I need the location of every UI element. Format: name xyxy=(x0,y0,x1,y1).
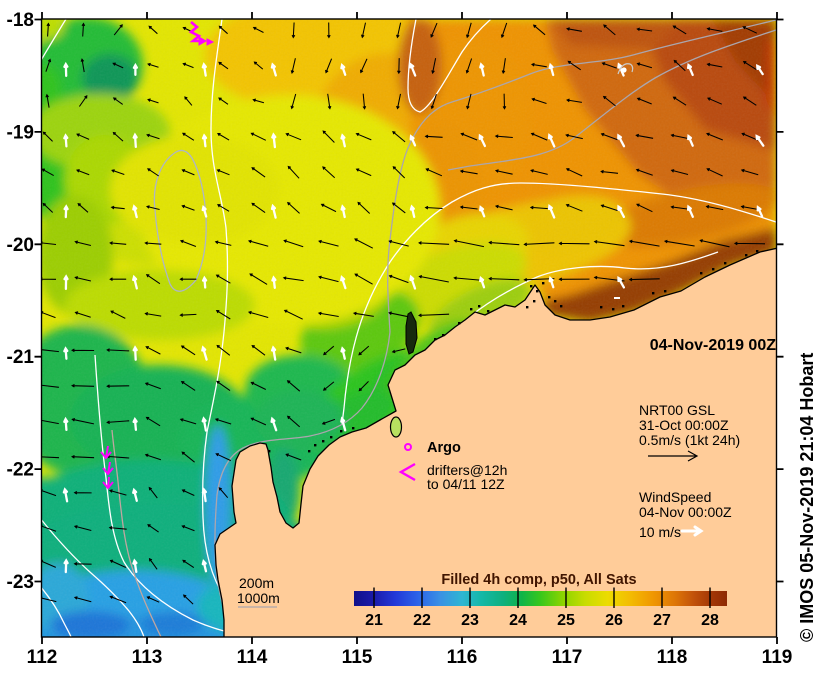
svg-text:26: 26 xyxy=(605,612,623,629)
svg-text:200m: 200m xyxy=(239,575,274,591)
svg-text:113: 113 xyxy=(132,647,163,668)
svg-text:-19: -19 xyxy=(7,122,34,143)
svg-text:118: 118 xyxy=(657,647,688,668)
svg-text:0.5m/s (1kt 24h): 0.5m/s (1kt 24h) xyxy=(639,432,740,448)
svg-text:04-Nov-2019 00Z: 04-Nov-2019 00Z xyxy=(650,337,777,354)
svg-text:Argo: Argo xyxy=(427,440,461,456)
svg-text:-18: -18 xyxy=(7,10,34,31)
svg-text:to 04/11 12Z: to 04/11 12Z xyxy=(427,476,505,492)
svg-text:1000m: 1000m xyxy=(237,590,280,606)
svg-text:-23: -23 xyxy=(7,572,34,593)
svg-text:-21: -21 xyxy=(7,347,35,368)
svg-text:23: 23 xyxy=(461,612,479,629)
svg-text:WindSpeed: WindSpeed xyxy=(639,489,711,505)
svg-text:117: 117 xyxy=(552,647,583,668)
svg-text:112: 112 xyxy=(27,647,58,668)
svg-text:-20: -20 xyxy=(7,235,34,256)
svg-text:© IMOS 05-Nov-2019 21:04 Hobar: © IMOS 05-Nov-2019 21:04 Hobart xyxy=(797,353,817,642)
svg-text:NRT00 GSL: NRT00 GSL xyxy=(639,402,715,418)
svg-text:119: 119 xyxy=(762,647,793,668)
svg-text:21: 21 xyxy=(365,612,383,629)
svg-text:10 m/s: 10 m/s xyxy=(639,524,681,540)
svg-text:22: 22 xyxy=(413,612,431,629)
svg-text:Filled 4h comp, p50, All Sats: Filled 4h comp, p50, All Sats xyxy=(441,572,636,588)
svg-text:27: 27 xyxy=(653,612,671,629)
svg-text:24: 24 xyxy=(509,612,527,629)
svg-text:114: 114 xyxy=(237,647,268,668)
svg-text:115: 115 xyxy=(342,647,373,668)
svg-text:25: 25 xyxy=(557,612,575,629)
svg-text:04-Nov 00:00Z: 04-Nov 00:00Z xyxy=(639,504,732,520)
svg-text:28: 28 xyxy=(701,612,719,629)
svg-text:-22: -22 xyxy=(7,460,34,481)
svg-text:drifters@12h: drifters@12h xyxy=(427,462,507,478)
svg-text:31-Oct 00:00Z: 31-Oct 00:00Z xyxy=(639,417,729,433)
svg-text:116: 116 xyxy=(447,647,478,668)
